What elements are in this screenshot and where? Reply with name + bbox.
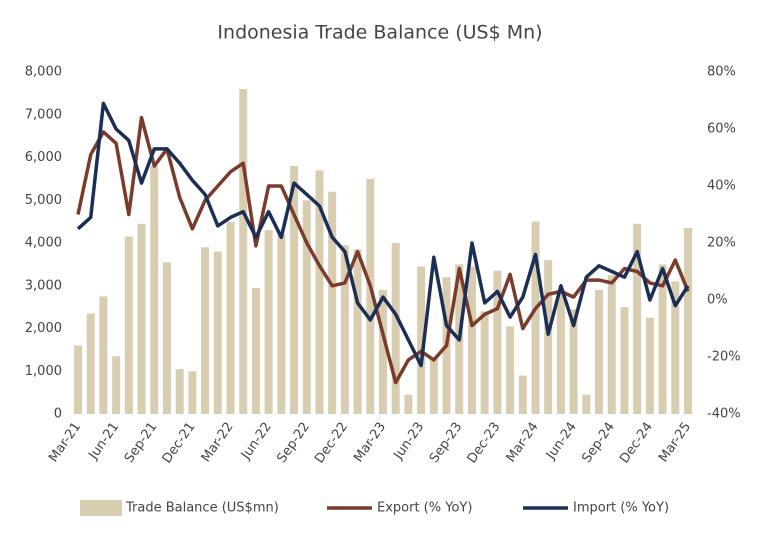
bar: [239, 89, 248, 414]
y-tick-label: 2,000: [25, 321, 62, 336]
bar: [150, 166, 159, 414]
bar: [467, 266, 476, 414]
bar: [620, 307, 629, 414]
bar: [201, 247, 210, 414]
y2-tick-label: 60%: [707, 122, 736, 137]
bar: [124, 236, 133, 414]
y-tick-label: 0: [54, 407, 62, 422]
y2-tick-label: 0%: [707, 293, 728, 308]
bar: [493, 270, 502, 414]
y-tick-label: 4,000: [25, 236, 62, 251]
bar: [480, 311, 489, 414]
bar: [315, 170, 324, 414]
bar: [518, 375, 527, 414]
bar: [607, 275, 616, 414]
bar: [671, 281, 680, 414]
y-tick-label: 1,000: [25, 364, 62, 379]
bar: [595, 290, 604, 414]
y-tick-label: 3,000: [25, 278, 62, 293]
bar: [353, 249, 362, 414]
bar: [391, 243, 400, 414]
y-tick-label: 8,000: [25, 65, 62, 80]
bar: [213, 251, 222, 414]
bar: [112, 356, 121, 414]
y2-tick-label: 40%: [707, 179, 736, 194]
bar: [366, 178, 375, 414]
bar: [162, 262, 171, 414]
y-tick-label: 7,000: [25, 107, 62, 122]
bar: [226, 221, 235, 414]
bar: [137, 223, 146, 414]
legend-swatch: [80, 500, 122, 516]
bar: [633, 223, 642, 414]
bar: [429, 358, 438, 414]
bar: [556, 290, 565, 414]
bar: [99, 296, 108, 414]
legend-label: Import (% YoY): [573, 501, 669, 516]
y-tick-label: 6,000: [25, 150, 62, 165]
legend-label: Trade Balance (US$mn): [125, 501, 279, 516]
bar: [328, 191, 337, 414]
y2-tick-label: -20%: [707, 350, 741, 365]
bar: [74, 345, 82, 414]
bar: [506, 326, 515, 414]
bar: [658, 264, 667, 414]
y-tick-label: 5,000: [25, 193, 62, 208]
bar: [544, 260, 553, 414]
bar: [404, 394, 413, 414]
bar: [684, 228, 692, 414]
bar: [379, 290, 387, 414]
y2-tick-label: 20%: [707, 236, 736, 251]
chart-title: Indonesia Trade Balance (US$ Mn): [217, 22, 542, 44]
bar: [417, 266, 426, 414]
y2-tick-label: 80%: [707, 65, 736, 80]
line: [76, 101, 690, 368]
bar: [86, 313, 95, 414]
bar: [569, 309, 578, 414]
bar: [582, 394, 591, 414]
bar: [188, 371, 197, 414]
y2-tick-label: -40%: [707, 407, 741, 422]
bar: [302, 200, 311, 414]
bar: [645, 317, 654, 414]
bar: [290, 166, 299, 414]
bar: [251, 287, 260, 414]
bar: [531, 221, 540, 414]
legend-label: Export (% YoY): [377, 501, 472, 516]
bar: [277, 234, 286, 414]
bar: [340, 245, 349, 414]
bar: [264, 230, 273, 414]
bar: [175, 369, 184, 414]
